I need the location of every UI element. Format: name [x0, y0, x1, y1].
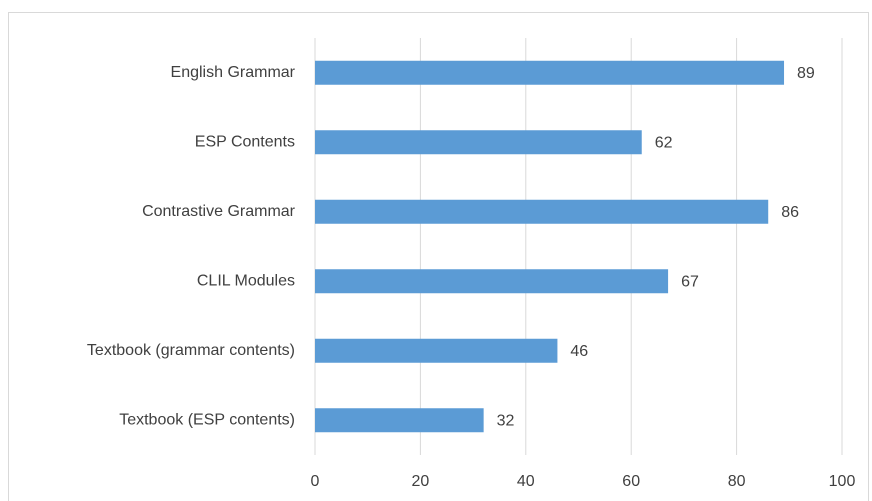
x-tick-label: 80 — [728, 473, 746, 490]
data-label: 62 — [655, 134, 673, 151]
y-tick-label: Textbook (ESP contents) — [119, 411, 295, 428]
data-label: 86 — [781, 204, 799, 221]
bar — [315, 408, 484, 433]
bar — [315, 60, 785, 85]
x-tick-label: 40 — [517, 473, 535, 490]
data-label: 89 — [797, 65, 815, 82]
y-tick-label: Contrastive Grammar — [142, 203, 296, 220]
data-label: 46 — [570, 343, 588, 360]
bar — [315, 338, 558, 363]
x-tick-label: 20 — [412, 473, 430, 490]
bar — [315, 130, 642, 155]
x-tick-label: 0 — [311, 473, 320, 490]
y-tick-label: CLIL Modules — [197, 272, 295, 289]
data-label: 67 — [681, 273, 699, 290]
y-tick-label: ESP Contents — [195, 133, 295, 150]
data-label: 32 — [497, 412, 515, 429]
x-tick-label: 100 — [829, 473, 856, 490]
y-tick-label: English Grammar — [171, 64, 296, 81]
bar — [315, 269, 669, 294]
x-tick-label: 60 — [622, 473, 640, 490]
bar — [315, 199, 769, 224]
y-tick-label: Textbook (grammar contents) — [87, 342, 295, 359]
